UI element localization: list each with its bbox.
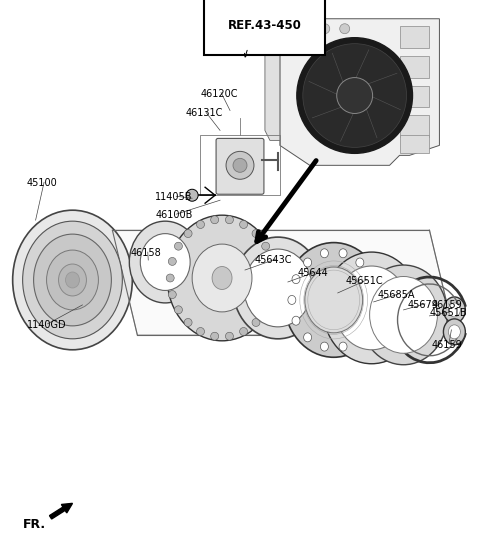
Circle shape (268, 290, 276, 299)
Ellipse shape (448, 303, 460, 317)
Ellipse shape (292, 275, 300, 284)
Ellipse shape (244, 249, 312, 327)
Circle shape (303, 44, 407, 148)
Circle shape (252, 229, 260, 238)
Circle shape (196, 221, 204, 228)
Circle shape (196, 327, 204, 336)
Text: 45644: 45644 (298, 268, 329, 278)
Text: 46159: 46159 (432, 340, 462, 350)
Circle shape (240, 327, 248, 336)
Circle shape (252, 319, 260, 326)
Ellipse shape (59, 264, 86, 296)
Circle shape (233, 158, 247, 173)
Ellipse shape (448, 325, 460, 339)
Circle shape (300, 24, 310, 34)
Ellipse shape (23, 221, 122, 339)
Bar (399, 26, 430, 48)
Ellipse shape (444, 297, 465, 323)
Text: FR.: FR. (23, 518, 46, 531)
Ellipse shape (368, 316, 375, 325)
Ellipse shape (372, 295, 380, 304)
Circle shape (211, 332, 219, 340)
Text: 46158: 46158 (130, 248, 161, 258)
Ellipse shape (284, 243, 384, 357)
Circle shape (226, 216, 233, 224)
Circle shape (336, 77, 372, 113)
Circle shape (340, 24, 350, 34)
Circle shape (226, 332, 233, 340)
Ellipse shape (192, 244, 252, 312)
Text: 45100: 45100 (26, 178, 58, 188)
Ellipse shape (368, 275, 375, 284)
Ellipse shape (356, 333, 364, 342)
Bar (399, 56, 430, 77)
Text: 46159: 46159 (432, 300, 462, 310)
Ellipse shape (370, 276, 437, 353)
Circle shape (262, 242, 270, 250)
Text: 45685A: 45685A (378, 290, 415, 300)
Text: 11405B: 11405B (155, 192, 193, 202)
Ellipse shape (140, 233, 190, 290)
Ellipse shape (323, 252, 420, 364)
Circle shape (297, 38, 412, 153)
Ellipse shape (65, 272, 80, 288)
Text: 45651C: 45651C (346, 276, 384, 286)
Bar (399, 135, 430, 153)
Ellipse shape (12, 210, 132, 350)
Ellipse shape (167, 215, 277, 341)
Ellipse shape (321, 342, 328, 351)
Ellipse shape (288, 295, 296, 304)
Ellipse shape (212, 267, 232, 289)
Ellipse shape (321, 249, 328, 258)
Ellipse shape (304, 333, 312, 342)
Circle shape (168, 290, 176, 299)
Circle shape (166, 274, 174, 282)
Circle shape (184, 229, 192, 238)
FancyArrow shape (49, 503, 72, 519)
Text: 45643C: 45643C (255, 255, 292, 265)
Circle shape (174, 242, 182, 250)
Text: REF.43-450: REF.43-450 (228, 19, 302, 32)
Circle shape (320, 24, 330, 34)
Polygon shape (280, 19, 439, 165)
Circle shape (174, 306, 182, 314)
Ellipse shape (356, 258, 364, 267)
Ellipse shape (233, 237, 323, 339)
Circle shape (268, 258, 276, 265)
Circle shape (186, 189, 198, 201)
Circle shape (262, 306, 270, 314)
Text: 46131C: 46131C (185, 108, 223, 118)
Ellipse shape (129, 221, 201, 303)
Text: 1140GD: 1140GD (26, 320, 66, 330)
Circle shape (211, 216, 219, 224)
Text: 46120C: 46120C (200, 88, 238, 98)
Text: 45679: 45679 (408, 300, 438, 310)
Circle shape (270, 274, 278, 282)
Ellipse shape (335, 266, 408, 350)
Ellipse shape (305, 267, 363, 333)
Ellipse shape (339, 342, 347, 351)
Ellipse shape (292, 316, 300, 325)
Ellipse shape (304, 258, 312, 267)
Ellipse shape (444, 319, 465, 345)
Circle shape (240, 221, 248, 228)
Bar (399, 116, 430, 137)
Polygon shape (265, 41, 280, 140)
Ellipse shape (34, 234, 111, 326)
Ellipse shape (47, 250, 98, 310)
Circle shape (226, 152, 254, 179)
Circle shape (168, 258, 176, 265)
Ellipse shape (360, 265, 447, 365)
Ellipse shape (339, 249, 347, 258)
Text: 45651B: 45651B (430, 308, 467, 318)
Circle shape (184, 319, 192, 326)
Bar (399, 86, 430, 107)
Polygon shape (112, 230, 455, 335)
FancyBboxPatch shape (216, 138, 264, 194)
Text: 46100B: 46100B (155, 210, 192, 220)
Bar (200, 135, 280, 195)
